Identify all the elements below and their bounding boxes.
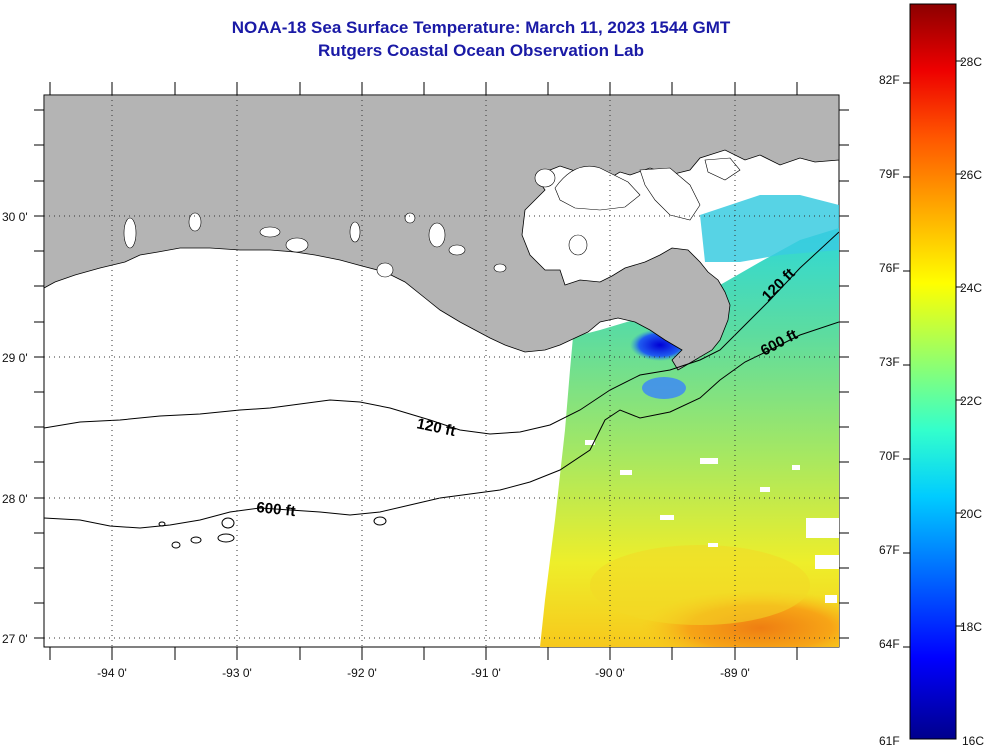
- colorbar-f-label: 73F: [879, 355, 900, 369]
- y-label: 29 0': [2, 351, 28, 365]
- colorbar-c-label: 24C: [960, 281, 982, 295]
- depth-contours: [44, 231, 839, 549]
- colorbar-c-label: 28C: [960, 55, 982, 69]
- axis-ticks: [34, 82, 849, 660]
- y-label: 27 0': [2, 632, 28, 646]
- colorbar-c-label: 16C: [962, 734, 984, 748]
- x-axis-labels: -94 0' -93 0' -92 0' -91 0' -90 0' -89 0…: [97, 666, 750, 680]
- y-label: 30 0': [2, 210, 28, 224]
- colorbar-c-label: 18C: [960, 620, 982, 634]
- y-axis-labels: 30 0' 29 0' 28 0' 27 0': [2, 210, 28, 646]
- colorbar-f-label: 70F: [879, 449, 900, 463]
- colorbar-f-label: 64F: [879, 637, 900, 651]
- colorbar-scale: [909, 3, 957, 740]
- x-label: -94 0': [97, 666, 127, 680]
- x-label: -91 0': [471, 666, 501, 680]
- colorbar-f-label: 82F: [879, 73, 900, 87]
- colorbar-c-label: 22C: [960, 394, 982, 408]
- y-label: 28 0': [2, 492, 28, 506]
- colorbar-f-label: 79F: [879, 167, 900, 181]
- map-title: NOAA-18 Sea Surface Temperature: March 1…: [0, 16, 962, 62]
- title-line-2: Rutgers Coastal Ocean Observation Lab: [318, 41, 644, 60]
- inland-water: [123, 157, 741, 278]
- x-label: -93 0': [222, 666, 252, 680]
- lat-lon-grid: [44, 95, 839, 647]
- title-line-1: NOAA-18 Sea Surface Temperature: March 1…: [231, 18, 731, 37]
- colorbar-f-label: 61F: [879, 734, 900, 748]
- contour-600ft: [44, 321, 839, 529]
- contour-label-600ft-west: 600 ft: [256, 499, 297, 520]
- colorbar-c-label: 26C: [960, 168, 982, 182]
- colorbar: 82F 79F 76F 73F 70F 67F 64F 61F 28C 26C …: [879, 3, 984, 748]
- x-label: -89 0': [720, 666, 750, 680]
- x-label: -90 0': [595, 666, 625, 680]
- colorbar-f-label: 67F: [879, 543, 900, 557]
- colorbar-f-label: 76F: [879, 261, 900, 275]
- contour-120ft: [44, 231, 839, 435]
- x-label: -92 0': [347, 666, 377, 680]
- colorbar-c-label: 20C: [960, 507, 982, 521]
